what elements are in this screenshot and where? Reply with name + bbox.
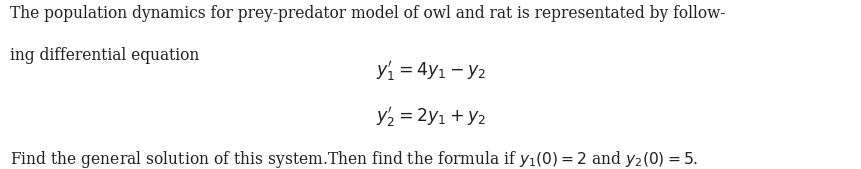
Text: $y_2^{\prime} = 2y_1 + y_2$: $y_2^{\prime} = 2y_1 + y_2$: [375, 105, 486, 129]
Text: $y_1^{\prime} = 4y_1 - y_2$: $y_1^{\prime} = 4y_1 - y_2$: [375, 59, 486, 83]
Text: Find the general solution of this system.Then find the formula if $y_1(0) = 2$ a: Find the general solution of this system…: [10, 149, 699, 169]
Text: The population dynamics for prey-predator model of owl and rat is representated : The population dynamics for prey-predato…: [10, 5, 726, 22]
Text: ing differential equation: ing differential equation: [10, 47, 200, 64]
